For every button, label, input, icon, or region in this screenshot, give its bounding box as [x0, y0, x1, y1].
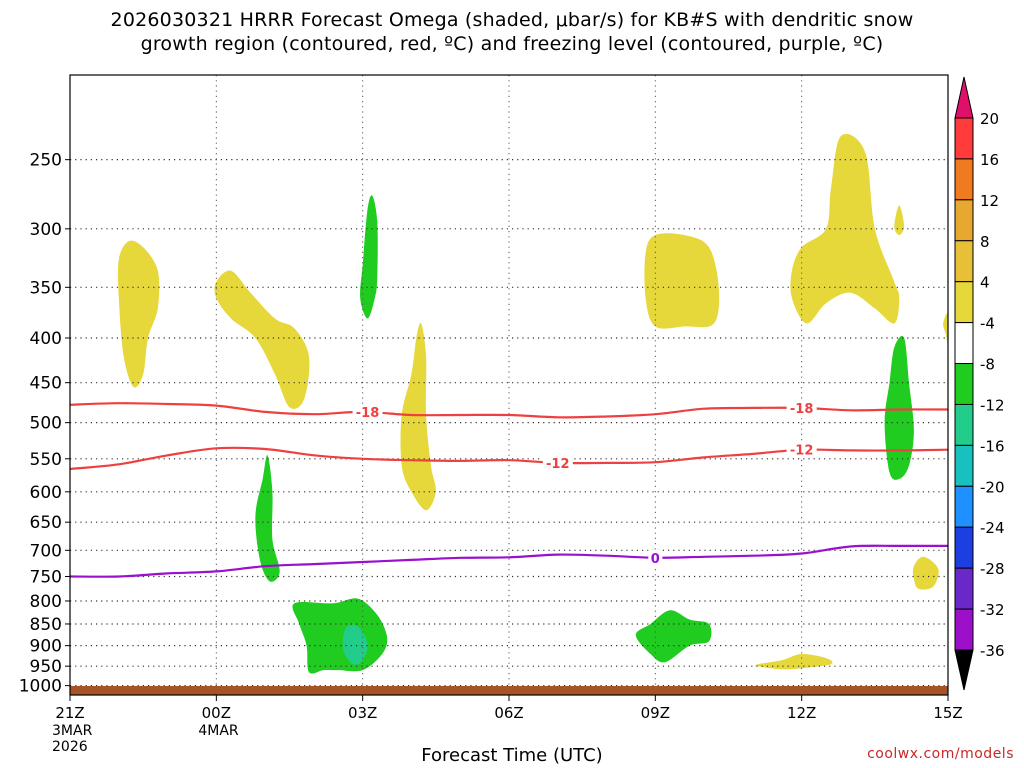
- y-tick-label: 350: [30, 278, 62, 298]
- colorbar-label: -36: [980, 642, 1005, 660]
- x-tick-label: 09Z: [641, 704, 670, 722]
- contour-line-0: [69, 544, 948, 578]
- colorbar-swatch-11: [954, 567, 974, 610]
- colorbar: 20 16 12 8 4 -4 -8 -12 -16 -20 -24 -28 -32 -36: [954, 76, 1005, 691]
- colorbar-bottom-arrow: [954, 649, 974, 691]
- colorbar-swatch-4: [954, 281, 974, 324]
- x-tick-label: 15Z: [933, 704, 962, 722]
- x-date-line: 3MAR: [52, 723, 93, 739]
- y-tick-label: 1000: [19, 677, 62, 697]
- colorbar-swatch-10: [954, 526, 974, 569]
- contour-label--18: -18: [790, 402, 814, 417]
- colorbar-label: -28: [980, 560, 1005, 578]
- x-date-line: 4MAR: [198, 723, 239, 739]
- colorbar-swatch-1: [954, 158, 974, 201]
- x-axis-ticks: 21Z 00Z 03Z 06Z 09Z 12Z 15Z: [55, 695, 963, 722]
- y-tick-label: 800: [30, 592, 62, 612]
- omega-region-1: [214, 270, 310, 409]
- ground-bar: [70, 686, 948, 695]
- x-date-label: 4MAR: [198, 723, 238, 739]
- contour-label-bg: [648, 549, 663, 566]
- colorbar-label: -24: [980, 519, 1005, 537]
- omega-regions: [117, 133, 949, 674]
- colorbar-label: 8: [980, 233, 990, 251]
- y-tick-label: 450: [30, 374, 62, 394]
- y-tick-label: 650: [30, 513, 62, 533]
- y-tick-label: 550: [30, 450, 62, 470]
- colorbar-label: -32: [980, 601, 1005, 619]
- contour-label--18: -18: [356, 406, 380, 421]
- colorbar-label: -16: [980, 437, 1005, 455]
- x-tick-label: 21Z: [55, 704, 84, 722]
- chart-title-line2: growth region (contoured, red, ºC) and f…: [140, 33, 884, 55]
- omega-region-7: [912, 556, 939, 590]
- omega-region-2: [400, 322, 436, 511]
- colorbar-label: 20: [980, 110, 999, 128]
- contour-label-bg: [786, 441, 817, 458]
- colorbar-label: 16: [980, 151, 999, 169]
- y-tick-label: 850: [30, 615, 62, 635]
- contour-label-0: 0: [651, 552, 660, 567]
- colorbar-label: -20: [980, 478, 1005, 496]
- colorbar-swatch-12: [954, 608, 974, 651]
- x-tick-label: 03Z: [348, 704, 377, 722]
- credit-text: coolwx.com/models: [867, 746, 1014, 762]
- grid-lines: [69, 75, 949, 695]
- contour-label--12: -12: [790, 444, 814, 459]
- colorbar-label: -4: [980, 315, 995, 333]
- contour-label--12: -12: [546, 457, 570, 472]
- y-tick-label: 250: [30, 151, 62, 171]
- colorbar-label: 4: [980, 274, 990, 292]
- x-tick-label: 00Z: [202, 704, 231, 722]
- y-tick-label: 400: [30, 329, 62, 349]
- colorbar-swatch-5: [954, 322, 974, 365]
- y-tick-label: 700: [30, 541, 62, 561]
- x-tick-label: 06Z: [494, 704, 523, 722]
- omega-region-6: [943, 312, 949, 344]
- colorbar-label: -8: [980, 356, 995, 374]
- y-tick-label: 300: [30, 220, 62, 240]
- omega-region-12: [292, 598, 388, 674]
- contour-label-bg: [786, 399, 817, 416]
- y-tick-label: 750: [30, 567, 62, 587]
- x-axis-label: Forecast Time (UTC): [421, 745, 603, 766]
- colorbar-top-arrow: [954, 76, 974, 119]
- x-date-label: 3MAR 2026: [52, 723, 92, 755]
- colorbar-swatch-0: [954, 117, 974, 160]
- colorbar-swatch-8: [954, 444, 974, 487]
- omega-region-8: [754, 653, 833, 670]
- omega-region-14: [635, 610, 712, 663]
- colorbar-swatch-7: [954, 403, 974, 446]
- colorbar-swatch-9: [954, 485, 974, 528]
- omega-region-13: [342, 624, 368, 665]
- colorbar-label: -12: [980, 396, 1005, 414]
- colorbar-label: 12: [980, 192, 999, 210]
- omega-region-4: [790, 133, 900, 324]
- y-tick-label: 950: [30, 657, 62, 677]
- contour-label-bg: [542, 454, 573, 471]
- colorbar-swatch-6: [954, 363, 974, 405]
- colorbar-swatch-2: [954, 199, 974, 242]
- y-tick-label: 500: [30, 414, 62, 434]
- chart-title-line1: 2026030321 HRRR Forecast Omega (shaded, …: [110, 9, 914, 31]
- y-tick-label: 600: [30, 483, 62, 503]
- omega-region-11: [884, 335, 914, 480]
- omega-region-10: [360, 195, 378, 319]
- omega-region-5: [894, 205, 905, 236]
- omega-region-0: [117, 240, 160, 388]
- plot-border: [69, 74, 949, 696]
- omega-region-9: [255, 455, 280, 582]
- y-axis-ticks: 2503003504004505005506006507007508008509…: [19, 151, 70, 697]
- y-tick-label: 900: [30, 637, 62, 657]
- contour-label-bg: [352, 404, 383, 421]
- chart-title: 2026030321 HRRR Forecast Omega (shaded, …: [0, 8, 1024, 56]
- x-tick-label: 12Z: [787, 704, 816, 722]
- omega-region-3: [644, 233, 720, 329]
- x-date-line: 2026: [52, 739, 88, 755]
- ground-surface: [70, 686, 948, 695]
- contour-lines: -18 -18 -12 -12 0: [69, 399, 949, 578]
- plot-frame: [69, 74, 949, 696]
- colorbar-swatch-3: [954, 240, 974, 283]
